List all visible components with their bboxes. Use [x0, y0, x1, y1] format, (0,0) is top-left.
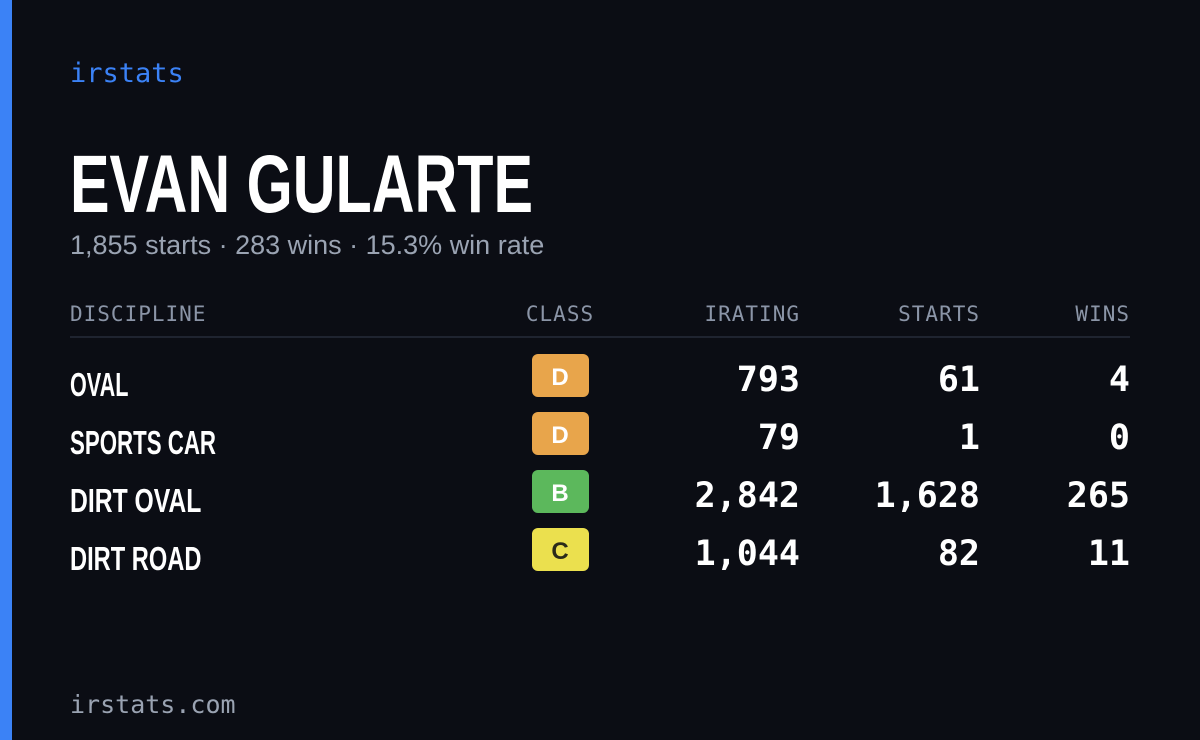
- column-header: IRATING: [704, 302, 800, 326]
- wins: 11: [1088, 534, 1130, 574]
- irating: 79: [758, 418, 800, 458]
- starts: 1,628: [875, 476, 980, 516]
- irating: 793: [737, 360, 800, 400]
- irating: 1,044: [695, 534, 800, 574]
- class-badge: [532, 412, 589, 455]
- class-letter: D: [551, 364, 568, 391]
- class-letter: D: [551, 422, 568, 449]
- starts: 61: [938, 360, 980, 400]
- column-header: DISCIPLINE: [70, 302, 206, 326]
- column-header: CLASS: [526, 302, 594, 326]
- footer-url: irstats.com: [70, 690, 236, 719]
- brand: irstats: [70, 58, 184, 89]
- discipline: DIRT OVAL: [70, 482, 201, 519]
- discipline: SPORTS CAR: [70, 424, 216, 461]
- accent-stripe: [0, 0, 12, 740]
- discipline: OVAL: [70, 366, 128, 403]
- starts: 82: [938, 534, 980, 574]
- wins: 0: [1109, 418, 1130, 458]
- class-letter: C: [551, 538, 568, 565]
- column-header: STARTS: [898, 302, 980, 326]
- wins: 265: [1067, 476, 1130, 516]
- class-badge: [532, 528, 589, 571]
- player-name: EVAN GULARTE: [70, 139, 533, 230]
- class-badge: [532, 470, 589, 513]
- summary: 1,855 starts · 283 wins · 15.3% win rate: [70, 230, 544, 260]
- column-header: WINS: [1075, 302, 1130, 326]
- starts: 1: [959, 418, 980, 458]
- wins: 4: [1109, 360, 1130, 400]
- discipline: DIRT ROAD: [70, 540, 201, 577]
- class-badge: [532, 354, 589, 397]
- class-letter: B: [551, 480, 568, 507]
- irating: 2,842: [695, 476, 800, 516]
